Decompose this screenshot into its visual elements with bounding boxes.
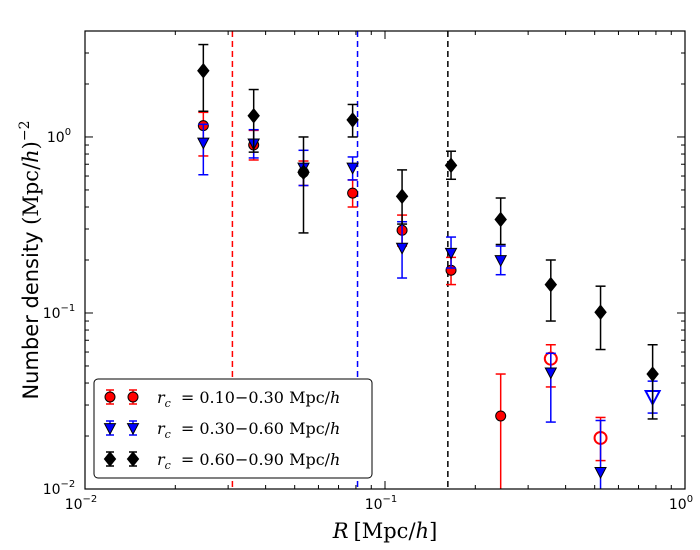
data-point: [544, 276, 558, 293]
data-point: [395, 242, 409, 255]
x-axis-label-unit: [Mpc/: [354, 519, 417, 543]
data-point: [594, 304, 607, 321]
y-tick-label: 100: [47, 127, 71, 146]
y-tick-label: 10−2: [43, 479, 76, 498]
data-point: [444, 157, 458, 174]
data-point: [346, 162, 359, 175]
data-point: [297, 164, 310, 181]
legend-label: rc = 0.30−0.60 Mpc/h: [157, 419, 340, 441]
legend: rc = 0.10−0.30 Mpc/h rc = 0.30−0.60 Mpc/h rc…: [93, 378, 373, 479]
x-tick-label: 100: [669, 494, 693, 513]
legend-entry-1: rc = 0.10−0.30 Mpc/h: [104, 388, 340, 410]
x-axis-label-var: R: [332, 519, 349, 543]
legend-marker: [127, 391, 139, 403]
data-series: [197, 43, 662, 489]
data-point: [646, 366, 659, 382]
y-tick-label: 10−1: [43, 303, 76, 322]
data-point: [395, 188, 409, 205]
data-point: [494, 255, 508, 268]
tick-labels: 10−2 10−1 100 10−2 10−1 100: [43, 127, 693, 513]
data-point: [544, 367, 558, 380]
legend-marker: [126, 451, 140, 467]
data-point: [494, 211, 507, 228]
legend-entry-3: rc = 0.60−0.90 Mpc/h: [103, 450, 340, 472]
legend-label: rc = 0.10−0.30 Mpc/h: [157, 388, 340, 410]
legend-marker: [103, 451, 117, 467]
data-point: [197, 62, 210, 79]
data-point: [197, 137, 210, 150]
legend-entry-2: rc = 0.30−0.60 Mpc/h: [103, 419, 340, 441]
legend-marker: [103, 423, 117, 436]
x-axis-label: R [Mpc/h]: [332, 519, 438, 543]
legend-marker: [104, 391, 116, 403]
x-tick-label: 10−1: [365, 494, 398, 513]
plot-frame: [84, 30, 686, 490]
legend-marker: [126, 423, 140, 436]
legend-label: rc = 0.60−0.90 Mpc/h: [157, 450, 340, 472]
data-point: [444, 247, 458, 260]
legend-frame: [93, 378, 373, 479]
data-point: [495, 410, 507, 422]
data-point: [247, 107, 260, 124]
data-point: [594, 467, 607, 480]
y-axis-label: Number density (Mpc/h)−2: [17, 120, 43, 399]
data-point: [347, 187, 359, 199]
series-3: [197, 43, 659, 420]
data-point: [346, 112, 359, 128]
x-tick-label: 10−2: [65, 494, 98, 513]
